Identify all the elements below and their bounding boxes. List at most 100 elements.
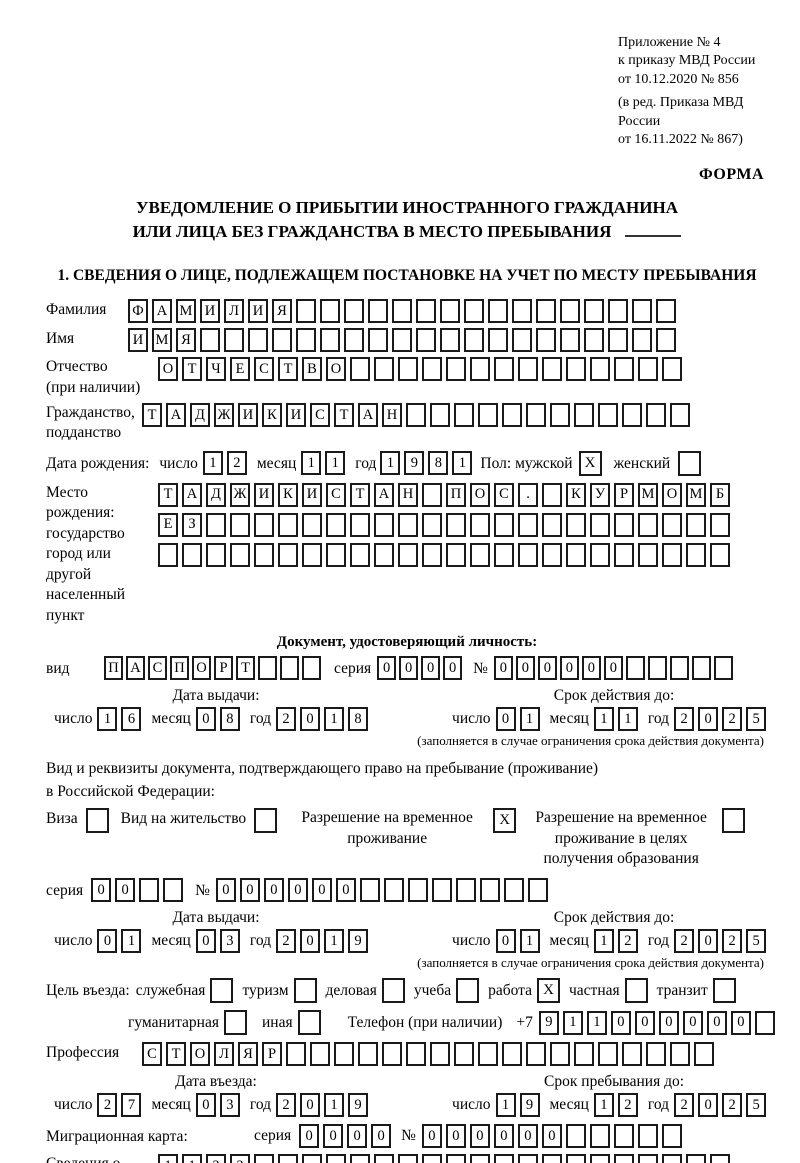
char-cell	[302, 656, 321, 681]
temp-residence-option: Разрешение на временное проживание X	[289, 807, 517, 850]
char-cell	[598, 1042, 618, 1067]
residence-doc-intro: Вид и реквизиты документа, подтверждающе…	[46, 760, 599, 801]
char-cell: 2	[722, 929, 743, 954]
surname-label: Фамилия	[46, 301, 107, 319]
residence-permit-checkbox	[254, 807, 278, 833]
purpose-row: Цель въезда: служебная туризм деловая уч…	[46, 978, 768, 1004]
purpose-tourism: туризм	[242, 978, 317, 1004]
char-cell	[494, 512, 514, 537]
char-cell	[374, 542, 394, 567]
char-cell	[566, 1154, 586, 1163]
char-cell	[662, 542, 682, 567]
char-cell	[512, 328, 532, 353]
char-cell	[662, 357, 682, 382]
char-cell	[278, 542, 298, 567]
blank-underline	[625, 235, 682, 238]
char-cell: 0	[537, 656, 557, 681]
year-label: год	[647, 710, 670, 728]
visa-label: Виза	[46, 809, 78, 827]
work-checkbox: X	[537, 978, 560, 1004]
char-cell	[494, 542, 514, 567]
char-cell	[374, 357, 394, 382]
residence-issue-heading: Дата выдачи:	[172, 909, 260, 927]
char-cell: Н	[398, 482, 418, 507]
purpose-work: работа X	[488, 978, 560, 1004]
char-cell	[454, 1042, 474, 1067]
char-cell: М	[176, 299, 196, 324]
char-cell: И	[248, 299, 268, 324]
char-cell: 1	[593, 1093, 614, 1118]
char-cell	[422, 1154, 442, 1163]
char-cell: 0	[239, 878, 260, 903]
char-cell: 9	[538, 1010, 559, 1035]
char-cell	[661, 1124, 682, 1149]
char-cell: 9	[348, 929, 369, 954]
sex-female-label: женский	[613, 455, 671, 473]
doc-valid-heading: Срок действия до:	[553, 687, 675, 705]
char-cell: 0	[300, 929, 321, 954]
char-cell: 9	[404, 451, 425, 476]
char-cell	[392, 328, 412, 353]
char-cell	[334, 1042, 354, 1067]
annex-line: от 10.12.2020 № 856	[618, 71, 739, 87]
year-label: год	[647, 932, 670, 950]
char-cell: 0	[658, 1010, 679, 1035]
char-cell	[656, 328, 676, 353]
char-cell	[614, 512, 634, 537]
char-cell	[494, 1154, 514, 1163]
day-label: число	[452, 710, 491, 728]
char-cell: Ф	[128, 299, 148, 324]
char-cell	[398, 357, 418, 382]
study-checkbox	[456, 978, 480, 1004]
char-cell	[470, 1154, 490, 1163]
char-cell: 0	[115, 878, 136, 903]
char-cell: 1	[301, 451, 322, 476]
char-cell: 2	[276, 929, 297, 954]
char-cell	[158, 542, 178, 567]
month-label: месяц	[256, 455, 297, 473]
char-cell	[430, 403, 450, 427]
char-cell	[646, 403, 666, 427]
residence-permit-label: Вид на жительство	[120, 809, 247, 827]
char-cell: 7	[121, 1093, 142, 1118]
char-cell	[320, 328, 340, 353]
char-cell: 1	[324, 1093, 345, 1118]
char-cell: В	[302, 357, 322, 382]
char-cell: Л	[224, 299, 244, 324]
residence-permit-option: Вид на жительство	[120, 807, 278, 833]
number-label: №	[195, 882, 210, 900]
char-cell: О	[662, 482, 682, 507]
char-cell: 0	[443, 656, 463, 681]
char-cell	[278, 1154, 298, 1163]
char-cell: 0	[445, 1124, 466, 1149]
char-cell	[470, 512, 490, 537]
char-cell	[488, 328, 508, 353]
char-cell	[422, 512, 442, 537]
char-cell	[584, 328, 604, 353]
char-cell: 0	[421, 656, 441, 681]
char-cell	[691, 656, 711, 681]
doc-validity-note: (заполняется в случае ограничения срока …	[417, 733, 764, 749]
year-label: год	[647, 1096, 670, 1114]
char-cell	[200, 328, 220, 353]
char-cell: М	[638, 482, 658, 507]
transit-checkbox	[712, 978, 736, 1004]
char-cell	[560, 299, 580, 324]
char-cell	[632, 328, 652, 353]
char-cell	[139, 878, 160, 903]
char-cell	[302, 1154, 322, 1163]
char-cell: К	[262, 403, 282, 427]
char-cell	[254, 542, 274, 567]
char-cell: 5	[746, 1093, 767, 1118]
char-cell: Ж	[214, 403, 234, 427]
legal-reps-row: Сведения о законных представителях (роди…	[46, 1154, 768, 1163]
char-cell	[694, 1042, 714, 1067]
char-cell	[464, 299, 484, 324]
